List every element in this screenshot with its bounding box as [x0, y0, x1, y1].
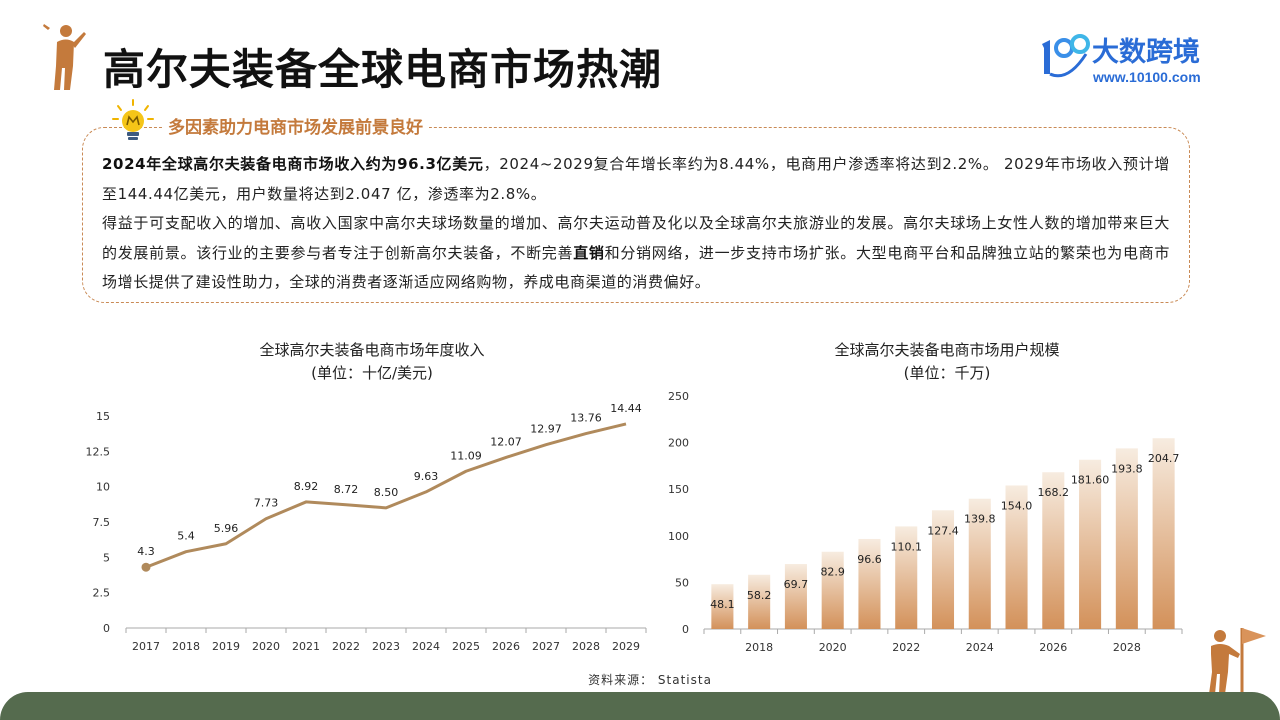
y-tick-label: 50 [675, 576, 689, 589]
golfer-flag-icon [1209, 628, 1266, 696]
users-data-label: 127.4 [927, 524, 959, 537]
y-tick-label: 0 [682, 623, 689, 636]
y-tick-label: 15 [96, 410, 110, 423]
users-bar [1079, 459, 1102, 629]
users-data-label: 181.60 [1071, 474, 1110, 487]
revenue-series-line [145, 422, 627, 569]
users-bar [748, 574, 771, 629]
users-chart-subtitle: (单位：千万) [903, 364, 991, 382]
x-tick-label: 2017 [132, 640, 160, 653]
x-tick-label: 2018 [172, 640, 200, 653]
users-data-label: 48.1 [710, 598, 735, 611]
x-tick-label: 2023 [372, 640, 400, 653]
users-chart-title: 全球高尔夫装备电商市场用户规模 (单位：千万) [797, 339, 1097, 385]
logo-name: 大数跨境 [1092, 37, 1200, 68]
lightbulb-icon [112, 99, 154, 140]
y-tick-label: 0 [103, 622, 110, 635]
users-bar-chart: 0 50 100 150 200 250 48.1 58.2 69.7 82.9 96.6 110.1… [668, 390, 1183, 654]
x-tick-label: 2026 [1039, 641, 1067, 654]
x-tick-label: 2024 [966, 641, 994, 654]
users-data-label: 96.6 [857, 553, 882, 566]
users-bar [1042, 472, 1065, 629]
revenue-data-label: 5.96 [214, 522, 239, 535]
x-tick-label: 2027 [532, 640, 560, 653]
users-bar [1152, 438, 1175, 629]
summary-highlight: 直销 [573, 243, 605, 262]
revenue-data-label: 4.3 [137, 545, 155, 558]
golfer-icon [43, 24, 86, 90]
summary-label: 多因素助力电商市场发展前景良好 [162, 113, 429, 138]
revenue-data-label: 9.63 [414, 470, 439, 483]
users-bar [821, 551, 844, 629]
users-data-label: 139.8 [964, 513, 996, 526]
y-tick-label: 150 [668, 483, 689, 496]
x-tick-label: 2024 [412, 640, 440, 653]
users-data-label: 168.2 [1038, 486, 1070, 499]
users-data-label: 204.7 [1148, 452, 1180, 465]
revenue-chart-subtitle: (单位：十亿/美元) [311, 364, 433, 382]
revenue-first-point [141, 562, 151, 572]
users-chart-title-text: 全球高尔夫装备电商市场用户规模 [834, 341, 1060, 359]
revenue-data-label: 8.50 [374, 486, 399, 499]
revenue-data-label: 12.97 [530, 423, 562, 436]
y-tick-label: 12.5 [86, 445, 111, 458]
y-tick-label: 5 [103, 551, 110, 564]
revenue-chart-title-text: 全球高尔夫装备电商市场年度收入 [259, 341, 485, 359]
y-tick-label: 200 [668, 437, 689, 450]
users-bar [968, 498, 991, 629]
users-bar [784, 564, 807, 629]
x-tick-label: 2026 [492, 640, 520, 653]
users-data-label: 193.8 [1111, 462, 1143, 475]
y-tick-label: 250 [668, 390, 689, 403]
y-tick-label: 2.5 [93, 587, 111, 600]
revenue-data-label: 12.07 [490, 435, 522, 448]
revenue-data-label: 14.44 [610, 402, 642, 415]
revenue-data-label: 7.73 [254, 497, 279, 510]
revenue-data-label: 11.09 [450, 449, 482, 462]
x-tick-label: 2020 [819, 641, 847, 654]
source-note: 资料来源： Statista [588, 673, 712, 687]
users-data-label: 69.7 [784, 578, 809, 591]
x-tick-label: 2022 [332, 640, 360, 653]
users-data-label: 154.0 [1001, 499, 1033, 512]
users-data-label: 82.9 [820, 566, 845, 579]
users-bar [858, 538, 881, 629]
x-tick-label: 2019 [212, 640, 240, 653]
logo-url: www.10100.com [1093, 69, 1201, 85]
users-bar [1115, 448, 1138, 629]
users-data-label: 110.1 [890, 540, 922, 553]
revenue-data-label: 8.72 [334, 483, 359, 496]
revenue-line-chart: 0 2.5 5 7.5 10 12.5 15 2017 2018 2019 2020 2021 2022… [86, 402, 647, 653]
summary-box [82, 127, 1190, 303]
summary-sentence: 和分销网络，进一步支持市场扩张。大型电商平台和品牌独立站的繁荣也为电商市场增长提… [102, 243, 1170, 292]
x-tick-label: 2020 [252, 640, 280, 653]
users-bar [711, 584, 734, 629]
revenue-data-label: 5.4 [177, 530, 195, 543]
users-bar [895, 526, 918, 629]
x-tick-label: 2021 [292, 640, 320, 653]
y-tick-label: 10 [96, 481, 110, 494]
x-tick-label: 2025 [452, 640, 480, 653]
summary-sentence: 得益于可支配收入的增加、高收入国家中高尔夫球场数量的增加、高尔夫运动普及化以及全… [102, 214, 1170, 262]
x-tick-label: 2018 [745, 641, 773, 654]
page-title: 高尔夫装备全球电商市场热潮 [103, 45, 663, 94]
revenue-data-label: 13.76 [570, 412, 602, 425]
revenue-data-label: 8.92 [294, 480, 319, 493]
users-bar [1005, 485, 1028, 629]
summary-sentence: ，2024~2029复合年增长率约为8.44%，电商用户渗透率将达到2.2%。 … [102, 155, 1170, 203]
footer-bar [0, 692, 1280, 720]
x-tick-label: 2022 [892, 641, 920, 654]
revenue-chart-title: 全球高尔夫装备电商市场年度收入 (单位：十亿/美元) [222, 339, 522, 385]
x-tick-label: 2029 [612, 640, 640, 653]
users-data-label: 58.2 [747, 589, 772, 602]
y-tick-label: 100 [668, 530, 689, 543]
users-bar [931, 510, 955, 629]
logo-10100-icon [1042, 34, 1090, 78]
y-tick-label: 7.5 [93, 516, 111, 529]
summary-text: 2024年全球高尔夫装备电商市场收入约为96.3亿美元，2024~2029复合年… [102, 150, 1170, 298]
x-tick-label: 2028 [1113, 641, 1141, 654]
x-tick-label: 2028 [572, 640, 600, 653]
summary-highlight: 2024年全球高尔夫装备电商市场收入约为96.3亿美元 [102, 155, 484, 173]
